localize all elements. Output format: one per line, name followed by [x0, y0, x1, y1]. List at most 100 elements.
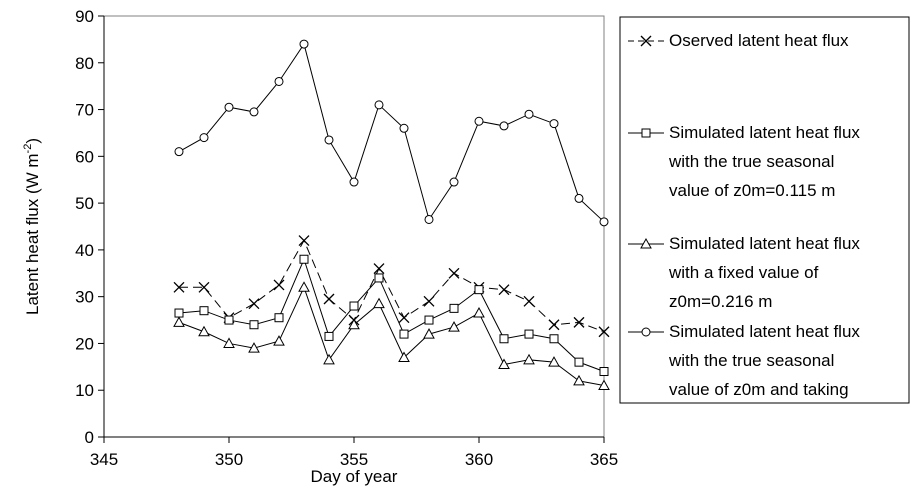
series-1-point [174, 308, 184, 318]
x-stroke [298, 235, 310, 246]
series-3-point [474, 116, 484, 126]
x-stroke [423, 295, 435, 307]
series-0-point [173, 281, 185, 293]
x-stroke [498, 284, 510, 296]
legend-label-2: with a fixed value of [668, 263, 819, 282]
series-3-point [174, 147, 184, 157]
x-stroke [398, 312, 410, 324]
series-0-point [523, 295, 535, 307]
series-0-point [273, 279, 285, 291]
legend-label-3: Simulated latent heat flux [669, 322, 860, 341]
legend-marker-1 [641, 128, 651, 138]
series-1-point [574, 357, 584, 367]
series-3-point [599, 217, 609, 227]
series-1-point [549, 334, 559, 344]
series-2-point [248, 342, 260, 353]
series-1-point [599, 367, 609, 377]
legend-box [619, 16, 910, 404]
plot-border [103, 15, 605, 438]
x-tick-label: 355 [340, 450, 368, 469]
series-2 [173, 281, 610, 391]
series-2-point [548, 356, 560, 367]
series-layer [173, 39, 610, 391]
y-axis-title-tail: ) [23, 138, 42, 144]
series-2-point [348, 318, 360, 330]
series-0-point [298, 235, 310, 246]
series-2-point [523, 353, 535, 365]
legend-entry-3: Simulated latent heat flux with the true … [628, 322, 860, 399]
series-3 [174, 39, 609, 227]
series-1-point [224, 315, 234, 325]
x-stroke [248, 298, 260, 310]
series-0-point [323, 293, 335, 305]
series-2-point [198, 325, 210, 337]
y-tick-label: 10 [75, 381, 94, 400]
series-3-point [374, 100, 384, 110]
plot-area [103, 15, 605, 438]
x-tick-label: 350 [215, 450, 243, 469]
y-tick-label: 30 [75, 288, 94, 307]
legend-label-1: value of z0m=0.115 m [669, 181, 835, 200]
series-3-point [399, 123, 409, 133]
series-3-point [449, 177, 459, 187]
series-1-point [474, 285, 484, 295]
legend-label-3: with the true seasonal [668, 351, 834, 370]
series-2-point [323, 353, 335, 365]
y-tick-label: 90 [75, 7, 94, 26]
series-1 [174, 254, 609, 377]
y-tick-label: 70 [75, 101, 94, 120]
series-3-point [424, 214, 434, 224]
series-2-line [178, 285, 605, 387]
series-3-point [324, 135, 334, 145]
series-2-point [223, 337, 235, 348]
legend-entry-2: Simulated latent heat flux with a fixed v… [628, 234, 860, 311]
legend-label-3: value of z0m and taking [669, 380, 849, 399]
series-2-point [398, 351, 410, 362]
x-axis-title: Day of year [311, 467, 398, 486]
x-stroke [198, 281, 210, 293]
y-tick-label: 60 [75, 147, 94, 166]
series-0-point [573, 316, 585, 328]
series-1-point [499, 334, 509, 344]
x-tick-label: 365 [590, 450, 618, 469]
x-stroke [523, 295, 535, 307]
series-0-point [248, 298, 260, 310]
series-3-point [574, 193, 584, 203]
x-stroke [373, 263, 385, 275]
series-3-point [499, 121, 509, 131]
x-stroke [598, 326, 610, 338]
axes: 0 10 20 30 40 50 60 70 80 90 345 350 355 360 365 Day of… [22, 7, 618, 486]
series-3-point [249, 107, 259, 117]
x-tick-label: 345 [90, 450, 118, 469]
series-0-point [373, 263, 385, 275]
y-tick-label: 20 [75, 334, 94, 353]
series-1-point [449, 303, 459, 313]
series-0-point [548, 319, 560, 331]
series-2-point [473, 307, 485, 318]
series-0-point [398, 312, 410, 324]
series-2-point [498, 358, 510, 369]
legend: Oserved latent heat flux Simulated latent… [619, 16, 910, 404]
series-1-point [524, 329, 534, 339]
x-stroke [173, 281, 185, 293]
series-1-point [324, 331, 334, 341]
legend-marker-2 [640, 237, 652, 249]
series-2-point [173, 316, 185, 327]
series-3-point [524, 109, 534, 119]
series-3-point [349, 177, 359, 187]
legend-marker-0 [640, 35, 652, 47]
x-stroke [573, 316, 585, 328]
y-tick-label: 0 [85, 428, 94, 447]
x-stroke [323, 293, 335, 305]
y-tick-label: 80 [75, 54, 94, 73]
series-1-point [424, 315, 434, 325]
legend-label-0: Oserved latent heat flux [669, 31, 849, 50]
y-tick-label: 50 [75, 194, 94, 213]
series-2-point [298, 281, 310, 292]
x-stroke [273, 279, 285, 291]
legend-label-2: Simulated latent heat flux [669, 234, 860, 253]
legend-label-1: Simulated latent heat flux [669, 123, 860, 142]
legend-entries: Oserved latent heat flux Simulated latent… [628, 31, 860, 399]
x-tick-label: 360 [465, 450, 493, 469]
